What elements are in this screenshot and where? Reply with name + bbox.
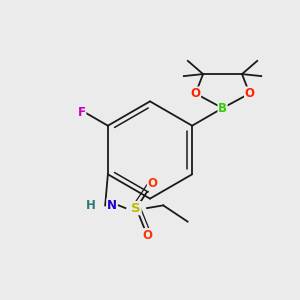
Text: O: O [142,229,152,242]
Text: N: N [107,199,117,212]
Text: O: O [190,87,200,100]
Text: O: O [244,87,255,100]
Text: B: B [218,102,227,115]
Text: S: S [131,202,141,214]
Text: O: O [148,177,158,190]
Text: F: F [78,106,86,119]
Text: H: H [85,199,95,212]
